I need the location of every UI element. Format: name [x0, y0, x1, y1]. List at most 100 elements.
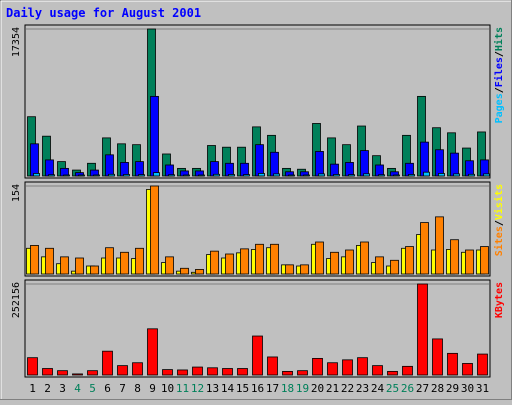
bar-sites-5	[90, 265, 99, 275]
bar-pages-21	[333, 174, 340, 177]
bar-kbytes-9	[147, 328, 158, 376]
bar-files-13	[210, 161, 219, 177]
x-tick-label-4: 4	[74, 382, 81, 395]
panels: 17354Pages/Files/Hits154Sites/Visits2521…	[11, 24, 505, 378]
bar-files-8	[135, 161, 144, 177]
bar-pages-24	[378, 174, 385, 177]
bar-kbytes-24	[372, 365, 383, 376]
x-tick-label-14: 14	[221, 382, 235, 395]
bar-pages-8	[138, 174, 145, 177]
bar-sites-1	[30, 245, 39, 275]
bar-files-22	[345, 162, 354, 177]
x-tick-label-22: 22	[341, 382, 354, 395]
bar-sites-7	[120, 251, 129, 275]
bar-sites-31	[480, 246, 489, 275]
x-tick-label-29: 29	[446, 382, 459, 395]
bar-kbytes-5	[87, 370, 98, 376]
bar-sites-17	[270, 243, 279, 275]
bar-pages-11	[183, 174, 190, 177]
bar-files-29	[450, 152, 459, 177]
x-tick-label-23: 23	[356, 382, 369, 395]
legend: Pages/Files/Hits	[493, 27, 505, 123]
x-tick-label-8: 8	[134, 382, 141, 395]
bar-kbytes-22	[342, 359, 353, 376]
bar-kbytes-19	[297, 370, 308, 376]
x-tick-label-28: 28	[431, 382, 444, 395]
bar-kbytes-7	[117, 365, 128, 376]
bar-sites-22	[345, 249, 354, 275]
bar-kbytes-16	[252, 335, 263, 376]
x-tick-label-10: 10	[161, 382, 174, 395]
bar-sites-15	[240, 248, 249, 275]
bar-kbytes-8	[132, 362, 143, 376]
legend-sites: Sites	[493, 226, 505, 256]
x-tick-label-5: 5	[89, 382, 96, 395]
x-tick-label-17: 17	[266, 382, 279, 395]
bar-pages-15	[243, 174, 250, 177]
bar-pages-2	[48, 174, 55, 177]
bar-files-20	[315, 151, 324, 177]
x-tick-label-26: 26	[401, 382, 414, 395]
bar-sites-24	[375, 256, 384, 275]
bar-pages-17	[273, 173, 280, 177]
bar-kbytes-20	[312, 357, 323, 376]
bar-kbytes-3	[57, 370, 68, 376]
bar-sites-28	[435, 216, 444, 275]
bar-kbytes-31	[477, 353, 488, 376]
bar-kbytes-10	[162, 369, 173, 376]
bar-sites-10	[165, 256, 174, 275]
bar-kbytes-28	[432, 338, 443, 376]
bar-pages-1	[33, 173, 40, 177]
bar-files-9	[150, 95, 159, 177]
bar-pages-29	[453, 173, 460, 177]
bar-sites-11	[180, 267, 189, 275]
bar-kbytes-21	[327, 362, 338, 376]
legend-separator: /	[494, 87, 505, 93]
bar-pages-12	[198, 174, 205, 177]
y-max-label: 17354	[11, 27, 22, 57]
x-tick-label-31: 31	[476, 382, 489, 395]
x-tick-label-3: 3	[59, 382, 66, 395]
bar-kbytes-6	[102, 350, 113, 376]
x-tick-label-24: 24	[371, 382, 385, 395]
bar-sites-21	[330, 251, 339, 275]
x-tick-label-19: 19	[296, 382, 309, 395]
x-tick-label-1: 1	[29, 382, 36, 395]
x-tick-label-12: 12	[191, 382, 204, 395]
bar-sites-20	[315, 241, 324, 275]
bar-files-7	[120, 162, 129, 177]
bar-pages-3	[63, 174, 70, 177]
bar-pages-31	[483, 173, 490, 177]
y-max-label: 252156	[11, 282, 22, 318]
bar-kbytes-30	[462, 363, 473, 376]
bar-files-2	[45, 159, 54, 177]
panel-visits-sites: 154 Sites/Visits	[11, 181, 505, 277]
x-tick-label-20: 20	[311, 382, 324, 395]
bar-kbytes-26	[402, 365, 413, 376]
bar-kbytes-17	[267, 356, 278, 376]
bar-kbytes-18	[282, 370, 293, 376]
bar-kbytes-23	[357, 357, 368, 376]
bar-sites-27	[420, 222, 429, 275]
bar-sites-29	[450, 239, 459, 275]
bar-sites-4	[75, 257, 84, 275]
bar-pages-18	[288, 174, 295, 177]
bar-kbytes-12	[192, 366, 203, 376]
bar-sites-25	[390, 259, 399, 275]
panel-hits-files-pages: 17354 Pages/Files/Hits	[11, 24, 505, 179]
legend: Sites/Visits	[493, 184, 505, 256]
legend-visits: Visits	[493, 184, 505, 220]
bar-sites-14	[225, 253, 234, 275]
legend-files: Files	[493, 57, 505, 87]
bar-files-23	[360, 150, 369, 177]
bar-sites-16	[255, 243, 264, 275]
x-tick-label-18: 18	[281, 382, 294, 395]
x-tick-label-27: 27	[416, 382, 429, 395]
x-tick-label-15: 15	[236, 382, 249, 395]
bar-sites-18	[285, 264, 294, 275]
x-tick-label-7: 7	[119, 382, 126, 395]
bar-pages-20	[318, 173, 325, 177]
bar-pages-25	[393, 174, 400, 177]
panel-kbytes: 252156 KBytes	[11, 279, 505, 378]
x-tick-label-2: 2	[44, 382, 51, 395]
